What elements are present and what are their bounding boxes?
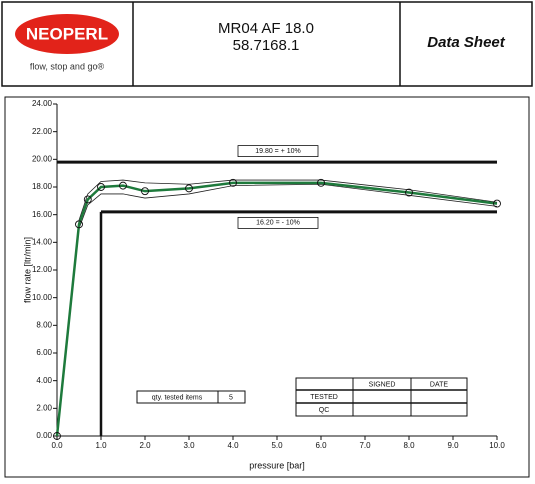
doc-type: Data Sheet: [427, 34, 506, 51]
data-point: [83, 195, 92, 204]
y-axis-label: flow rate [ltr/min]: [22, 237, 32, 303]
series-line: [55, 181, 498, 437]
data-point: [97, 183, 105, 191]
logo: NEOPERL: [26, 24, 108, 43]
x-tick-label: 2.0: [139, 441, 151, 450]
data-point: [405, 188, 413, 197]
table-row-label: QC: [319, 407, 330, 414]
model: MR04 AF 18.0: [218, 20, 314, 37]
x-axis-label: pressure [bar]: [249, 460, 305, 470]
y-tick-label: 8.00: [36, 320, 52, 329]
table-header: DATE: [430, 381, 448, 388]
x-tick-label: 4.0: [227, 441, 239, 450]
sign-table: [295, 377, 468, 417]
data-point: [493, 199, 501, 208]
x-tick-label: 0.0: [51, 441, 63, 450]
part-number: 58.7168.1: [233, 37, 300, 54]
x-tick-label: 1.0: [95, 441, 107, 450]
data-point: [119, 181, 127, 190]
y-tick-label: 6.00: [36, 348, 52, 357]
y-tick-label: 12.00: [32, 265, 53, 274]
qty-value: 5: [229, 394, 233, 401]
limit-label: 16.20 = - 10%: [256, 220, 300, 227]
sign-table-frame: [295, 377, 468, 417]
x-tick-label: 8.0: [403, 441, 415, 450]
y-tick-label: 24.00: [32, 99, 53, 108]
chart-frame: [4, 96, 530, 478]
tagline: flow, stop and go®: [30, 61, 105, 71]
y-tick-label: 10.00: [32, 293, 53, 302]
series-line: [56, 183, 498, 437]
qty-label: qty. tested items: [152, 394, 203, 401]
x-tick-label: 10.0: [489, 441, 505, 450]
header-frame: [1, 1, 533, 87]
data-point: [229, 178, 237, 187]
y-tick-label: 22.00: [32, 127, 53, 136]
x-tick-label: 5.0: [271, 441, 283, 450]
table-row-label: TESTED: [310, 394, 338, 401]
data-point: [141, 187, 149, 196]
data-point: [317, 178, 325, 187]
qty-box: [136, 390, 246, 404]
y-tick-label: 2.00: [36, 403, 52, 412]
x-tick-label: 3.0: [183, 441, 195, 450]
y-tick-label: 4.00: [36, 376, 52, 385]
data-point: [53, 432, 61, 440]
x-tick-label: 9.0: [447, 441, 459, 450]
y-tick-label: 18.00: [32, 182, 53, 191]
y-tick-label: 20.00: [32, 154, 53, 163]
data-point: [185, 184, 193, 193]
y-tick-label: 16.00: [32, 210, 53, 219]
x-tick-label: 6.0: [315, 441, 327, 450]
table-header: SIGNED: [369, 381, 396, 388]
y-tick-label: 0.00: [36, 431, 52, 440]
series-line: [56, 179, 498, 437]
limit-label-box: [237, 216, 319, 229]
x-tick-label: 7.0: [359, 441, 371, 450]
logo-badge: [15, 14, 119, 54]
y-tick-label: 14.00: [32, 237, 53, 246]
data-point: [75, 220, 83, 229]
limit-label: 19.80 = + 10%: [255, 148, 301, 155]
limit-label-box: [237, 145, 319, 158]
